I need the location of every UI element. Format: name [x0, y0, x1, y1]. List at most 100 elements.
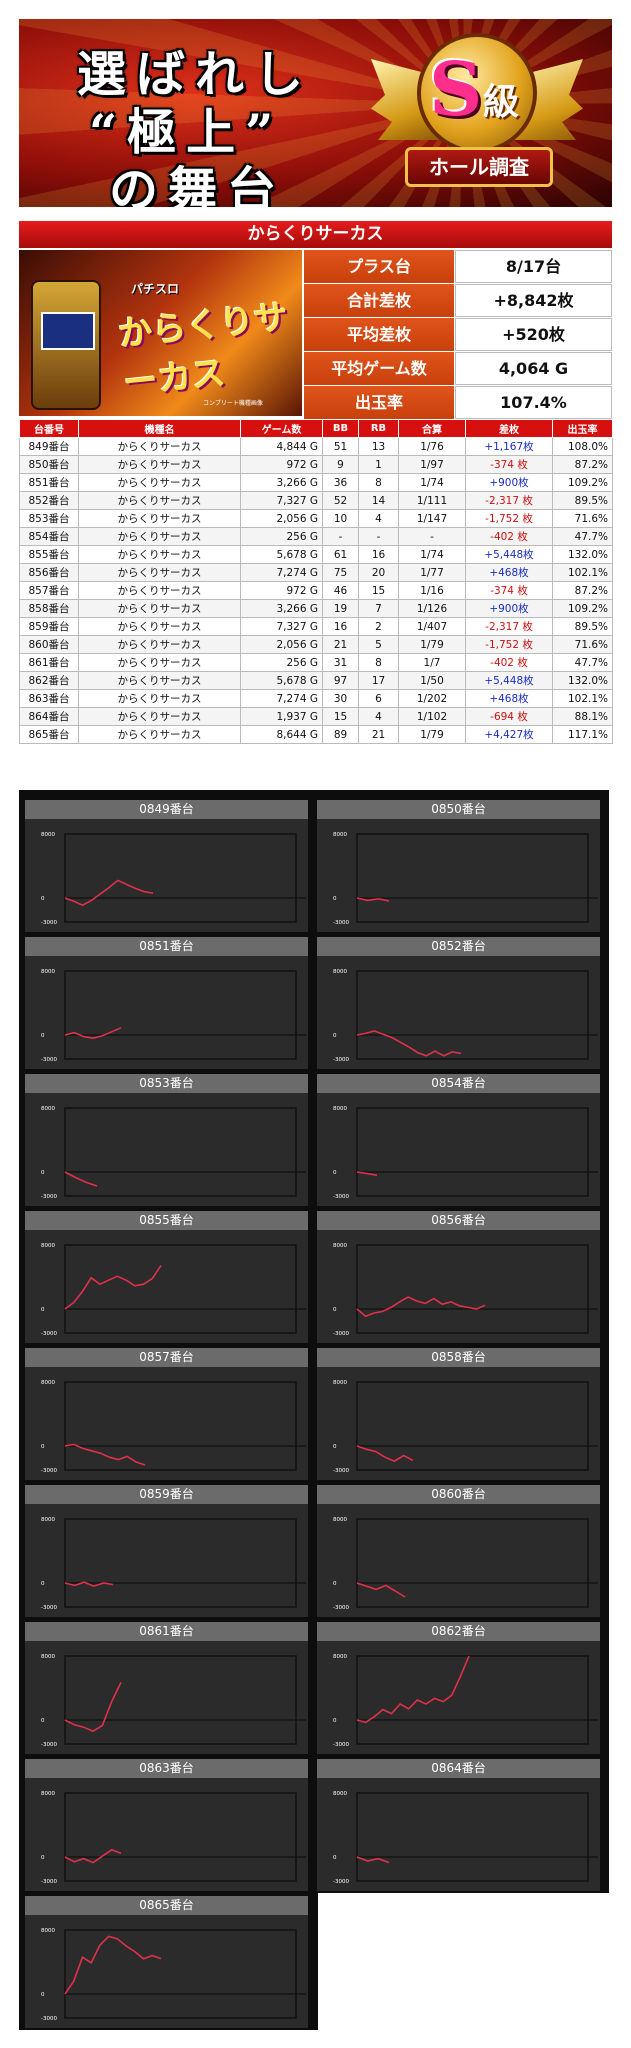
y-tick-label: -3000	[41, 1468, 57, 1474]
y-tick-label: -3000	[333, 1879, 349, 1885]
y-tick-label: -3000	[41, 1742, 57, 1748]
graph-card: 0849番台 8000 0 -3000	[25, 800, 308, 932]
table-row: 862番台 からくりサーカス 5,678 G 97 17 1/50 +5,448枚 132.0…	[19, 671, 613, 690]
table-row: 852番台 からくりサーカス 7,327 G 52 14 1/111 -2,317 枚 89.…	[19, 491, 613, 510]
cell-bb: 31	[322, 653, 359, 672]
graph-title: 0857番台	[25, 1348, 308, 1367]
cell-model: からくりサーカス	[78, 563, 241, 582]
cell-games: 7,274 G	[240, 689, 323, 708]
cell-rb: 2	[358, 617, 399, 636]
y-tick-label: 8000	[41, 832, 55, 838]
col-header-combined: 合算	[398, 419, 466, 438]
plot-frame	[356, 970, 589, 1060]
stat-payout-rate: 出玉率 107.4%	[304, 386, 612, 419]
cell-games: 256 G	[240, 527, 323, 546]
machine-logo: からくりサーカス	[116, 297, 290, 404]
cell-combined: 1/74	[398, 545, 466, 564]
plot-frame	[64, 1655, 297, 1745]
cell-games: 7,327 G	[240, 491, 323, 510]
cell-diff: -402 枚	[465, 527, 553, 546]
cell-combined: 1/97	[398, 455, 466, 474]
cell-games: 1,937 G	[240, 707, 323, 726]
cell-combined: 1/407	[398, 617, 466, 636]
plot-frame	[356, 1792, 589, 1882]
cell-rate: 89.5%	[552, 491, 613, 510]
y-tick-label: 8000	[333, 1791, 347, 1797]
graph-title: 0863番台	[25, 1759, 308, 1778]
graph-card: 0851番台 8000 0 -3000	[25, 937, 308, 1069]
machine-title: からくりサーカス	[19, 221, 612, 248]
table-row: 861番台 からくりサーカス 256 G 31 8 1/7 -402 枚 47.7%	[19, 653, 613, 672]
plot-frame	[64, 1929, 297, 2019]
y-tick-label: 8000	[333, 969, 347, 975]
y-tick-label: 0	[333, 1444, 337, 1450]
cell-machine-no: 864番台	[19, 707, 79, 726]
graph-title: 0856番台	[317, 1211, 600, 1230]
balance-series-line	[356, 1445, 414, 1463]
stat-label: 平均差枚	[304, 318, 454, 351]
cell-rb: -	[358, 527, 399, 546]
cell-model: からくりサーカス	[78, 581, 241, 600]
graph-title: 0865番台	[25, 1896, 308, 1915]
y-tick-label: 0	[333, 896, 337, 902]
plot-frame	[356, 833, 589, 923]
table-row: 859番台 からくりサーカス 7,327 G 16 2 1/407 -2,317 枚 89.5…	[19, 617, 613, 636]
cell-model: からくりサーカス	[78, 545, 241, 564]
cell-model: からくりサーカス	[78, 689, 241, 708]
cell-model: からくりサーカス	[78, 491, 241, 510]
y-tick-label: 0	[41, 1033, 45, 1039]
plot-frame	[64, 970, 297, 1060]
cell-diff: -402 枚	[465, 653, 553, 672]
y-tick-label: -3000	[333, 1057, 349, 1063]
cell-rb: 8	[358, 653, 399, 672]
graph-title: 0861番台	[25, 1622, 308, 1641]
cell-rate: 47.7%	[552, 527, 613, 546]
cell-rb: 7	[358, 599, 399, 618]
cell-diff: -2,317 枚	[465, 491, 553, 510]
cell-machine-no: 852番台	[19, 491, 79, 510]
cell-games: 3,266 G	[240, 473, 323, 492]
graph-card: 0859番台 8000 0 -3000	[25, 1485, 308, 1617]
cell-rate: 88.1%	[552, 707, 613, 726]
graph-card: 0853番台 8000 0 -3000	[25, 1074, 308, 1206]
cell-model: からくりサーカス	[78, 599, 241, 618]
balance-line-chart: 8000 0 -3000	[41, 1654, 306, 1748]
graph-card: 0852番台 8000 0 -3000	[317, 937, 600, 1069]
graph-card: 0865番台 8000 0 -3000	[25, 1896, 308, 2028]
badge-shield	[417, 33, 537, 153]
y-tick-label: 0	[41, 1992, 45, 1998]
stat-value: 8/17台	[455, 250, 612, 283]
cell-diff: -374 枚	[465, 581, 553, 600]
cell-bb: 15	[322, 707, 359, 726]
cell-rb: 4	[358, 509, 399, 528]
table-row: 851番台 からくりサーカス 3,266 G 36 8 1/74 +900枚 109.2%	[19, 473, 613, 492]
cell-bb: 21	[322, 635, 359, 654]
machine-logo-sub: パチスロ	[131, 282, 180, 296]
y-tick-label: 8000	[41, 1928, 55, 1934]
y-tick-label: 8000	[333, 1106, 347, 1112]
cell-rb: 1	[358, 455, 399, 474]
cell-rate: 109.2%	[552, 599, 613, 618]
graph-title: 0854番台	[317, 1074, 600, 1093]
cell-rate: 71.6%	[552, 509, 613, 528]
cell-combined: 1/16	[398, 581, 466, 600]
cell-rb: 21	[358, 725, 399, 744]
table-row: 854番台 からくりサーカス 256 G - - - -402 枚 47.7%	[19, 527, 613, 546]
graph-card: 0854番台 8000 0 -3000	[317, 1074, 600, 1206]
cell-model: からくりサーカス	[78, 455, 241, 474]
cell-bb: 9	[322, 455, 359, 474]
cell-diff: +468枚	[465, 563, 553, 582]
cell-combined: 1/79	[398, 725, 466, 744]
balance-line-chart: 8000 0 -3000	[333, 1791, 598, 1885]
plot-frame	[356, 1655, 589, 1745]
plot-frame	[64, 833, 297, 923]
y-tick-label: 8000	[41, 1380, 55, 1386]
cell-diff: -374 枚	[465, 455, 553, 474]
stat-label: 合計差枚	[304, 284, 454, 317]
table-row: 850番台 からくりサーカス 972 G 9 1 1/97 -374 枚 87.2%	[19, 455, 613, 474]
cell-machine-no: 850番台	[19, 455, 79, 474]
y-tick-label: 8000	[41, 1106, 55, 1112]
balance-line-chart: 8000 0 -3000	[333, 1106, 598, 1200]
cell-rate: 109.2%	[552, 473, 613, 492]
y-tick-label: -3000	[333, 1331, 349, 1337]
